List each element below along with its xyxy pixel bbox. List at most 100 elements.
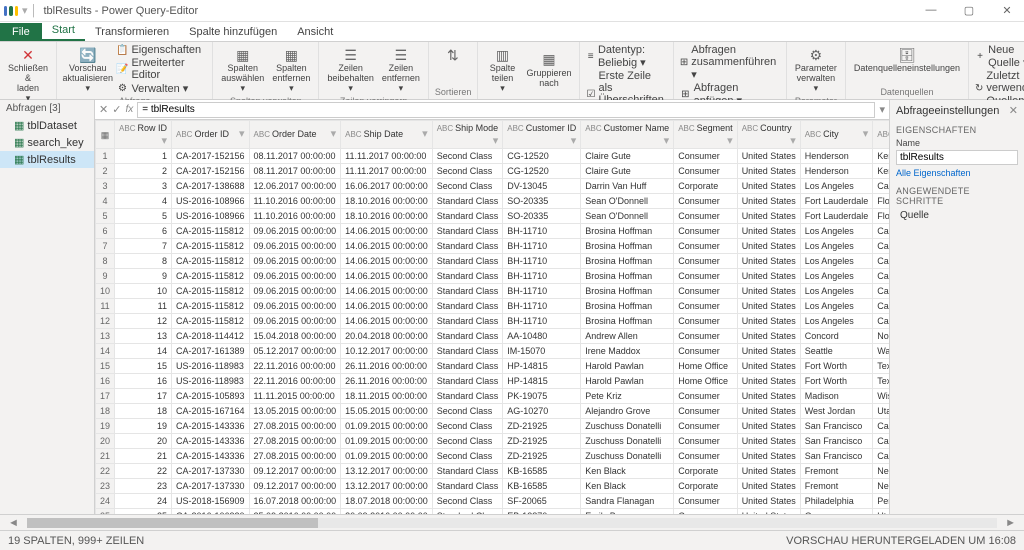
table-cell[interactable]: Consumer (674, 209, 737, 224)
table-cell[interactable]: CA-2017-137330 (171, 479, 249, 494)
table-cell[interactable]: 8 (96, 254, 115, 269)
table-cell[interactable]: 13.05.2015 00:00:00 (249, 404, 341, 419)
table-cell[interactable]: 14.06.2015 00:00:00 (341, 254, 433, 269)
table-cell[interactable]: 14 (115, 344, 172, 359)
column-header[interactable]: ABCCustomer Name ▾ (581, 121, 674, 149)
ribbon-button[interactable]: ▥Spalteteilen▾ (484, 44, 520, 96)
table-cell[interactable]: Standard Class (432, 329, 503, 344)
table-cell[interactable]: 10 (96, 284, 115, 299)
table-cell[interactable]: 26.11.2016 00:00:00 (341, 359, 433, 374)
table-cell[interactable]: 10.12.2017 00:00:00 (341, 344, 433, 359)
table-cell[interactable]: Pennsylvania (873, 494, 889, 509)
table-cell[interactable]: 30.09.2016 00:00:00 (341, 509, 433, 515)
table-cell[interactable]: 10 (115, 284, 172, 299)
table-cell[interactable]: Consumer (674, 284, 737, 299)
table-cell[interactable]: Standard Class (432, 389, 503, 404)
table-cell[interactable]: IM-15070 (503, 344, 581, 359)
maximize-button[interactable]: ▢ (956, 4, 982, 17)
table-cell[interactable]: 6 (115, 224, 172, 239)
table-cell[interactable]: 22.11.2016 00:00:00 (249, 374, 341, 389)
table-cell[interactable]: California (873, 419, 889, 434)
table-cell[interactable]: United States (737, 284, 800, 299)
ribbon-button[interactable]: ⇅ (435, 44, 471, 66)
ribbon-small-button[interactable]: ≡Datentyp: Beliebig ▾ (586, 44, 666, 69)
table-cell[interactable]: Corporate (674, 179, 737, 194)
table-cell[interactable]: United States (737, 164, 800, 179)
table-cell[interactable]: 14.06.2015 00:00:00 (341, 299, 433, 314)
table-cell[interactable]: 09.06.2015 00:00:00 (249, 224, 341, 239)
table-cell[interactable]: 01.09.2015 00:00:00 (341, 434, 433, 449)
table-cell[interactable]: Standard Class (432, 479, 503, 494)
close-pane-icon[interactable]: ✕ (1009, 104, 1018, 117)
table-row[interactable]: 1010CA-2015-11581209.06.2015 00:00:0014.… (96, 284, 890, 299)
table-cell[interactable]: CA-2015-115812 (171, 269, 249, 284)
table-row[interactable]: 1616US-2016-11898322.11.2016 00:00:0026.… (96, 374, 890, 389)
table-cell[interactable]: Alejandro Grove (581, 404, 674, 419)
table-cell[interactable]: Florida (873, 194, 889, 209)
column-header[interactable]: ABCShip Date ▾ (341, 121, 433, 149)
column-header[interactable]: ABCCustomer ID ▾ (503, 121, 581, 149)
ribbon-button[interactable]: 🔄Vorschauaktualisieren▾ (63, 44, 112, 96)
table-cell[interactable]: Standard Class (432, 269, 503, 284)
table-cell[interactable]: Corporate (674, 464, 737, 479)
table-row[interactable]: 2525CA-2016-10632025.09.2016 00:00:0030.… (96, 509, 890, 515)
table-cell[interactable]: 14.06.2015 00:00:00 (341, 314, 433, 329)
table-cell[interactable]: Zuschuss Donatelli (581, 434, 674, 449)
table-cell[interactable]: 15 (96, 359, 115, 374)
table-cell[interactable]: San Francisco (800, 449, 873, 464)
horizontal-scrollbar[interactable]: ◄ ► (0, 514, 1024, 530)
all-properties-link[interactable]: Alle Eigenschaften (896, 168, 1018, 178)
table-cell[interactable]: Home Office (674, 359, 737, 374)
ribbon-button[interactable]: ▦Spaltenauswählen▾ (219, 44, 266, 96)
ribbon-button[interactable]: 🗄Datenquelleneinstellungen (852, 44, 962, 76)
table-cell[interactable]: 26.11.2016 00:00:00 (341, 374, 433, 389)
table-cell[interactable]: Standard Class (432, 209, 503, 224)
table-cell[interactable]: 01.09.2015 00:00:00 (341, 419, 433, 434)
table-cell[interactable]: 21 (96, 449, 115, 464)
table-cell[interactable]: 22.11.2016 00:00:00 (249, 359, 341, 374)
table-cell[interactable]: 19 (96, 419, 115, 434)
table-cell[interactable]: Wisconsin (873, 389, 889, 404)
table-cell[interactable]: California (873, 179, 889, 194)
table-cell[interactable]: Second Class (432, 179, 503, 194)
scroll-left-icon[interactable]: ◄ (8, 517, 19, 529)
table-cell[interactable]: CA-2018-114412 (171, 329, 249, 344)
table-row[interactable]: 33CA-2017-13868812.06.2017 00:00:0016.06… (96, 179, 890, 194)
table-cell[interactable]: CA-2015-167164 (171, 404, 249, 419)
table-cell[interactable]: 17 (115, 389, 172, 404)
table-cell[interactable]: Standard Class (432, 254, 503, 269)
table-cell[interactable]: CA-2015-115812 (171, 239, 249, 254)
table-cell[interactable]: United States (737, 209, 800, 224)
table-cell[interactable]: United States (737, 464, 800, 479)
table-cell[interactable]: 09.06.2015 00:00:00 (249, 284, 341, 299)
table-cell[interactable]: CA-2017-138688 (171, 179, 249, 194)
table-cell[interactable]: Orem (800, 509, 873, 515)
table-cell[interactable]: Consumer (674, 434, 737, 449)
table-cell[interactable]: Standard Class (432, 299, 503, 314)
table-cell[interactable]: 11 (96, 299, 115, 314)
table-cell[interactable]: 13 (115, 329, 172, 344)
table-cell[interactable]: United States (737, 434, 800, 449)
table-cell[interactable]: 14.06.2015 00:00:00 (341, 239, 433, 254)
table-row[interactable]: 55US-2016-10896611.10.2016 00:00:0018.10… (96, 209, 890, 224)
table-cell[interactable]: CA-2015-143336 (171, 419, 249, 434)
table-row[interactable]: 2020CA-2015-14333627.08.2015 00:00:0001.… (96, 434, 890, 449)
table-cell[interactable]: 27.08.2015 00:00:00 (249, 419, 341, 434)
table-cell[interactable]: 09.06.2015 00:00:00 (249, 239, 341, 254)
table-cell[interactable]: BH-11710 (503, 284, 581, 299)
table-cell[interactable]: 22 (115, 464, 172, 479)
column-header[interactable]: ABCShip Mode ▾ (432, 121, 503, 149)
table-cell[interactable]: Brosina Hoffman (581, 269, 674, 284)
table-cell[interactable]: Brosina Hoffman (581, 299, 674, 314)
table-cell[interactable]: 11.11.2015 00:00:00 (249, 389, 341, 404)
table-cell[interactable]: 12.06.2017 00:00:00 (249, 179, 341, 194)
table-row[interactable]: 2222CA-2017-13733009.12.2017 00:00:0013.… (96, 464, 890, 479)
table-cell[interactable]: Consumer (674, 389, 737, 404)
table-row[interactable]: 22CA-2017-15215608.11.2017 00:00:0011.11… (96, 164, 890, 179)
table-cell[interactable]: CA-2016-106320 (171, 509, 249, 515)
table-cell[interactable]: United States (737, 389, 800, 404)
applied-step[interactable]: Quelle (896, 208, 1018, 223)
table-cell[interactable]: United States (737, 194, 800, 209)
table-cell[interactable]: 19 (115, 419, 172, 434)
query-item[interactable]: ▦tblDataset (0, 117, 94, 134)
